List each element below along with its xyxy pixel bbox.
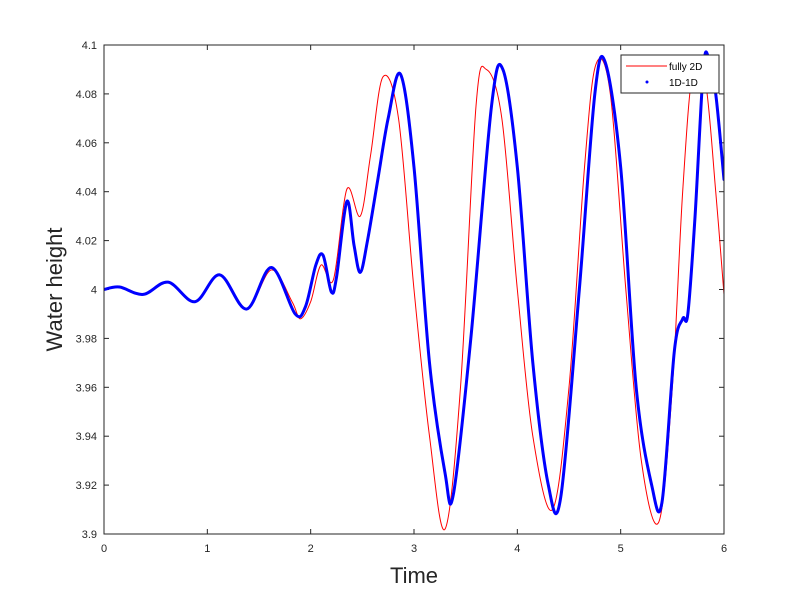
legend-marker-2 [645,80,649,84]
legend: fully 2D 1D-1D [620,54,720,94]
legend-label-2: 1D-1D [669,78,698,89]
y-tick-label: 4 [91,285,97,297]
plot-area-border [103,44,725,535]
y-tick-label: 3.98 [76,333,97,345]
y-tick-label: 4.08 [76,89,97,101]
x-tick-label: 6 [721,543,727,555]
x-tick-label: 4 [514,543,520,555]
legend-label-1: fully 2D [669,62,702,73]
y-tick-label: 4.04 [76,187,97,199]
y-tick-label: 3.96 [76,382,97,394]
y-tick-label: 4.06 [76,138,97,150]
legend-box [620,54,720,94]
x-tick-label: 5 [618,543,624,555]
y-tick-label: 3.94 [76,431,97,443]
x-tick-label: 2 [308,543,314,555]
y-axis-label: Water height [42,228,67,352]
x-tick-label: 0 [101,543,107,555]
x-axis-label: Time [390,563,438,588]
series-line-2 [104,50,724,516]
x-axis-ticks: 0 1 2 3 4 5 6 [101,45,727,555]
y-tick-label: 4.02 [76,236,97,248]
x-tick-label: 3 [411,543,417,555]
x-tick-label: 1 [204,543,210,555]
series-layer [104,50,724,531]
y-axis-ticks: 3.9 3.92 3.94 3.96 3.98 4 4.02 4.04 4.06 4.08 4.1 [76,40,724,541]
y-tick-label: 4.1 [82,40,97,52]
series-line-1 [104,58,724,531]
y-tick-label: 3.92 [76,480,97,492]
y-tick-label: 3.9 [82,529,97,541]
